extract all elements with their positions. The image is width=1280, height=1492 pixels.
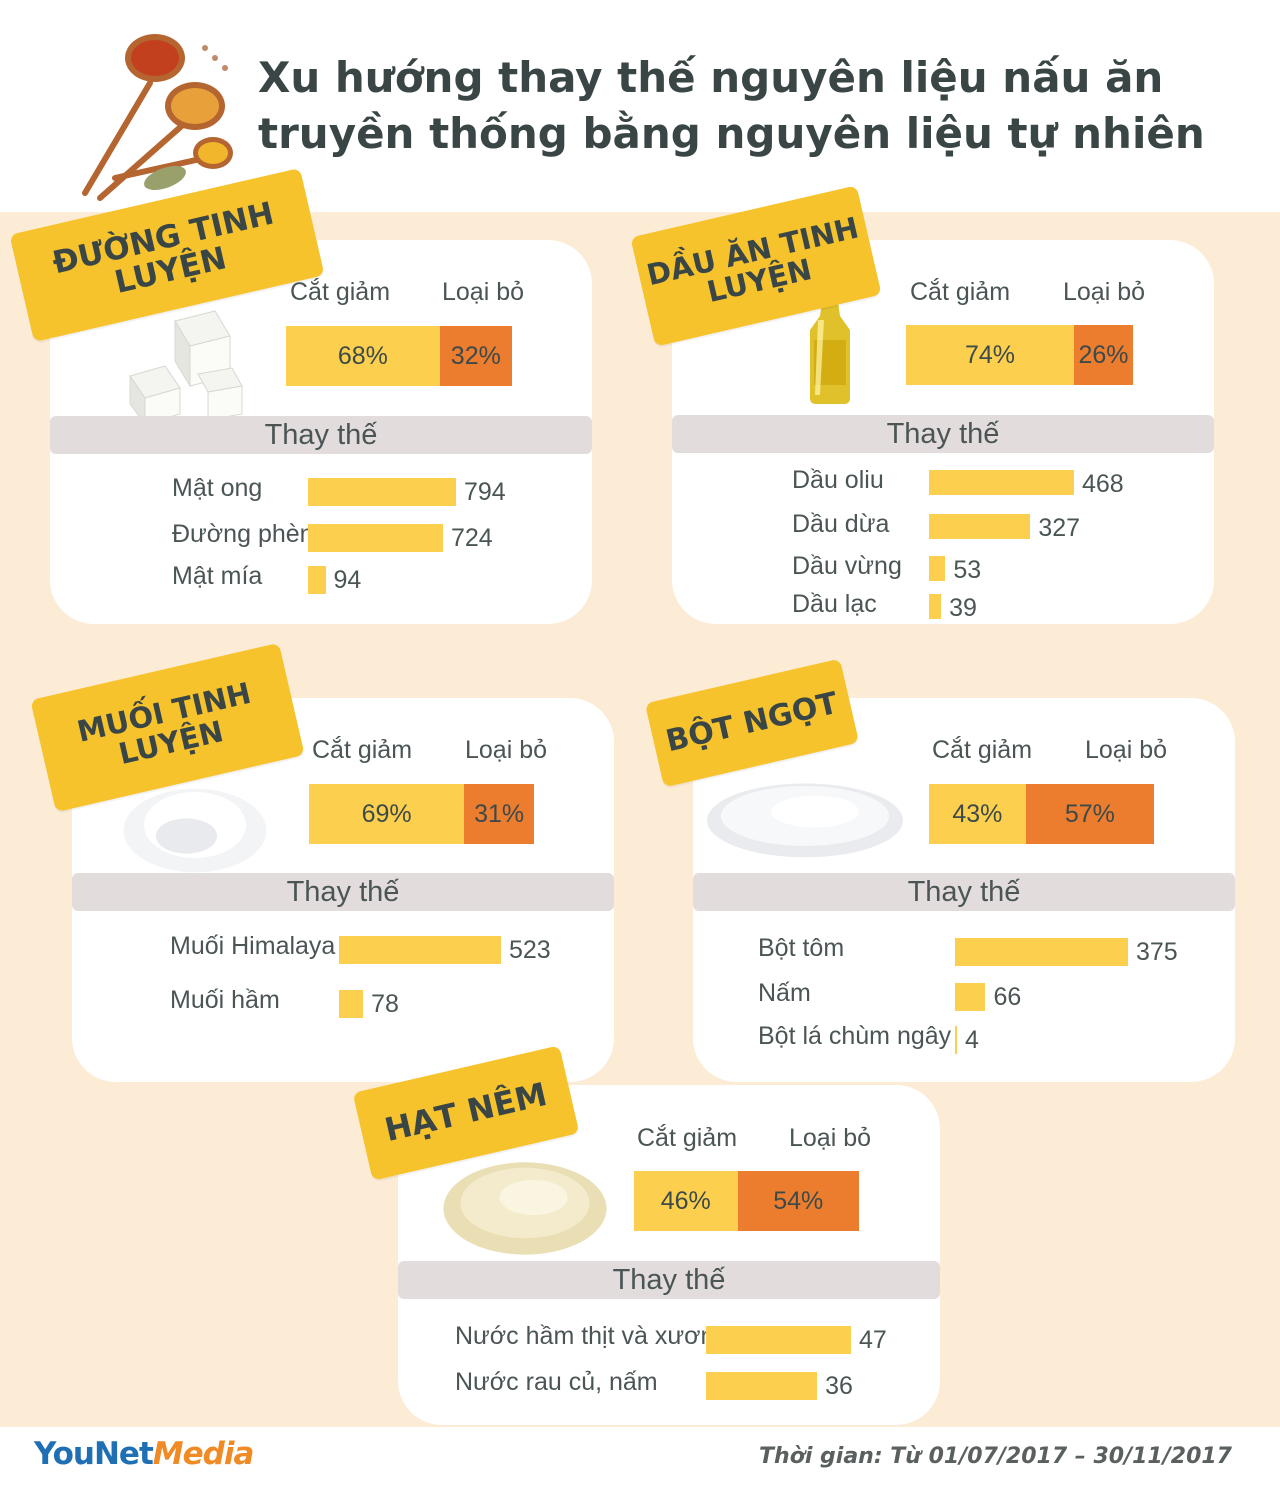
bar-value-label: 724 <box>450 524 493 552</box>
replacement-header: Thay thế <box>72 873 614 911</box>
category-label: Mật mía <box>172 562 263 590</box>
remove-label: Loại bỏ <box>1085 736 1168 764</box>
category-label: Mật ong <box>172 474 263 502</box>
cut-segment: 69% <box>309 784 465 844</box>
title-line-1: Xu hướng thay thế nguyên liệu nấu ăn <box>258 53 1164 102</box>
ingredient-image <box>120 296 260 431</box>
category-label: Nước rau củ, nấm <box>455 1368 658 1396</box>
replacement-header: Thay thế <box>672 415 1214 453</box>
bar-value-label: 36 <box>825 1372 853 1400</box>
bar-value-label: 53 <box>953 556 982 584</box>
bar-value-label: 4 <box>965 1026 979 1054</box>
category-label: Dầu dừa <box>792 510 890 538</box>
replacement-header: Thay thế <box>50 416 592 454</box>
remove-segment: 57% <box>1025 784 1154 844</box>
value-bar <box>706 1372 818 1400</box>
bar-value-label: 523 <box>509 936 551 964</box>
value-bar <box>955 938 1128 966</box>
category-label: Dầu lạc <box>792 590 877 618</box>
value-bar <box>955 1026 957 1054</box>
remove-label: Loại bỏ <box>789 1124 872 1152</box>
bar-value-label: 94 <box>333 566 362 594</box>
bar-value-label: 375 <box>1136 938 1178 966</box>
category-label: Muối hầm <box>170 986 280 1014</box>
cut-label: Cắt giảm <box>910 278 1011 306</box>
younet-media-logo: YouNetMedia <box>34 1436 255 1472</box>
cut-remove-split-bar: 74% 26% <box>906 325 1133 385</box>
value-bar <box>929 514 1031 539</box>
page-title: Xu hướng thay thế nguyên liệu nấu ăn tru… <box>258 50 1258 162</box>
category-label: Bột tôm <box>758 934 845 962</box>
cut-segment: 43% <box>929 784 1026 844</box>
cut-label: Cắt giảm <box>637 1124 738 1152</box>
panel-title-line: BỘT NGỌT <box>662 686 842 760</box>
value-bar <box>308 524 443 552</box>
replacement-header: Thay thế <box>398 1261 940 1299</box>
remove-label: Loại bỏ <box>1063 278 1146 306</box>
value-bar <box>339 990 364 1018</box>
cut-segment: 74% <box>906 325 1074 385</box>
cut-segment: 46% <box>634 1171 738 1231</box>
category-label: Đường phèn <box>172 520 314 548</box>
category-label: Nước hầm thịt và xương <box>455 1322 729 1350</box>
spice-spoons-illustration <box>82 34 233 201</box>
cut-remove-split-bar: 46% 54% <box>634 1171 859 1231</box>
category-label: Dầu vừng <box>792 552 902 580</box>
ingredient-image <box>705 772 905 865</box>
cut-remove-split-bar: 68% 32% <box>286 326 512 386</box>
remove-segment: 26% <box>1073 325 1133 385</box>
bar-value-label: 794 <box>464 478 506 506</box>
remove-label: Loại bỏ <box>442 278 525 306</box>
date-range: Thời gian: Từ 01/07/2017 – 30/11/2017 <box>759 1444 1232 1469</box>
value-bar <box>929 594 942 619</box>
category-label: Muối Himalaya <box>170 932 336 960</box>
header: Xu hướng thay thế nguyên liệu nấu ăn tru… <box>0 0 1280 212</box>
remove-segment: 54% <box>737 1171 859 1231</box>
logo-part-media: Media <box>152 1436 255 1472</box>
ingredient-image <box>440 1148 610 1263</box>
cut-remove-split-bar: 69% 31% <box>309 784 534 844</box>
logo-part-younet: YouNet <box>34 1436 154 1472</box>
category-label: Dầu oliu <box>792 466 884 494</box>
value-bar <box>955 983 986 1011</box>
value-bar <box>929 556 946 581</box>
cut-label: Cắt giảm <box>932 736 1033 764</box>
replacement-header: Thay thế <box>693 873 1235 911</box>
bar-value-label: 468 <box>1082 470 1124 498</box>
cut-label: Cắt giảm <box>312 736 413 764</box>
bar-value-label: 47 <box>859 1326 887 1354</box>
cut-label: Cắt giảm <box>290 278 391 306</box>
remove-segment: 32% <box>439 326 512 386</box>
cut-remove-split-bar: 43% 57% <box>929 784 1154 844</box>
cut-segment: 68% <box>286 326 440 386</box>
value-bar <box>308 566 326 594</box>
bar-value-label: 78 <box>371 990 399 1018</box>
title-line-2: truyền thống bằng nguyên liệu tự nhiên <box>258 109 1205 158</box>
value-bar <box>308 478 456 506</box>
panel-title-line: HẠT NÊM <box>381 1075 551 1150</box>
bar-value-label: 66 <box>993 983 1022 1011</box>
value-bar <box>706 1326 851 1354</box>
value-bar <box>929 470 1074 495</box>
category-label: Nấm <box>758 979 811 1007</box>
remove-segment: 31% <box>464 784 534 844</box>
bar-value-label: 327 <box>1038 514 1081 542</box>
ingredient-image <box>110 770 280 885</box>
category-label: Bột lá chùm ngây <box>758 1022 952 1050</box>
value-bar <box>339 936 501 964</box>
bar-value-label: 39 <box>949 594 977 622</box>
remove-label: Loại bỏ <box>465 736 548 764</box>
